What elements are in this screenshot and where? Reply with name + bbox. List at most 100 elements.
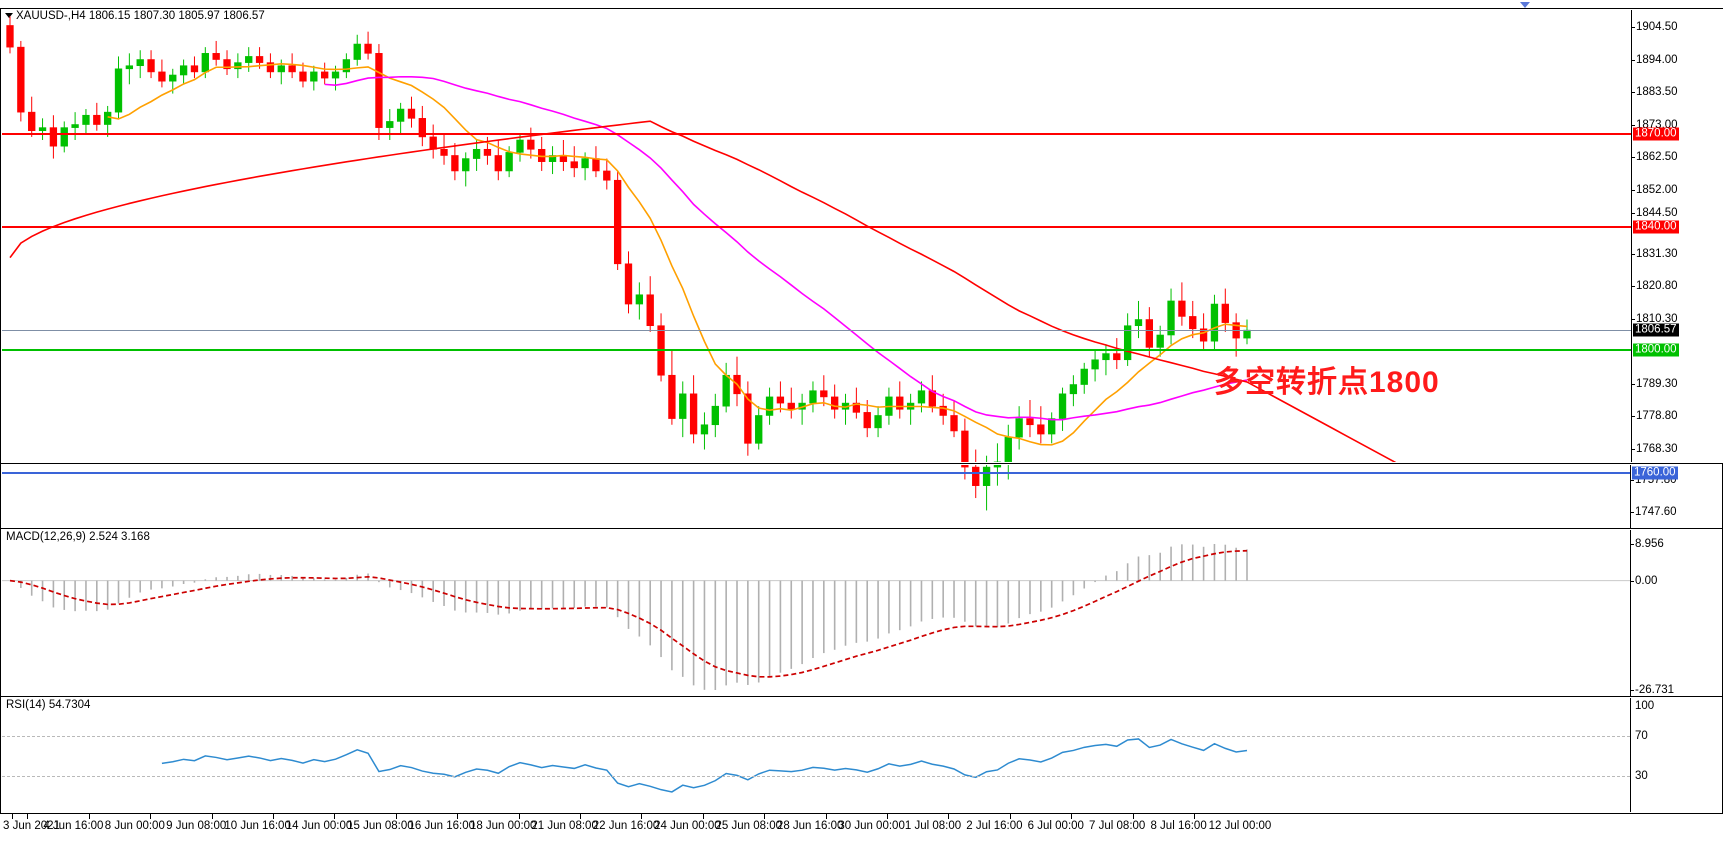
axis-tick-mark [1632, 27, 1635, 29]
candlestick [831, 384, 839, 419]
candlestick [288, 53, 296, 79]
rsi-axis-tick: 100 [1635, 700, 1655, 712]
candlestick [266, 53, 275, 79]
candlestick [755, 406, 763, 450]
time-axis-tick[interactable]: 12 Jul 00:00 [1208, 820, 1272, 832]
horizontal-level-line-1760.00[interactable] [2, 472, 1630, 475]
price-level-label-resistance[interactable]: 1870.00 [1633, 127, 1679, 141]
time-axis-separator [825, 814, 827, 819]
time-axis-tick[interactable]: 21 Jun 08:00 [531, 820, 598, 832]
time-axis-tick[interactable]: 8 Jul 16:00 [1150, 820, 1207, 832]
candlestick [60, 121, 68, 153]
candlestick [548, 146, 557, 175]
time-axis-tick[interactable]: 30 Jun 00:00 [838, 820, 905, 832]
horizontal-level-line-1840.00[interactable] [2, 225, 1631, 228]
candlestick [212, 40, 220, 66]
time-axis-tick[interactable]: 6 Jul 00:00 [1027, 820, 1084, 832]
candlestick [939, 393, 947, 425]
triangle-down-icon[interactable] [5, 13, 13, 18]
rsi-line [161, 738, 1248, 793]
macd-plot-area[interactable] [2, 530, 1630, 702]
candlestick [71, 112, 79, 140]
candlestick [986, 455, 988, 462]
time-axis-tick[interactable]: 15 Jun 08:00 [347, 820, 414, 832]
time-axis-separator [702, 814, 704, 819]
price-level-label-resistance[interactable]: 1840.00 [1633, 220, 1679, 234]
time-axis-tick[interactable]: 18 Jun 00:00 [469, 820, 537, 832]
price-y-axis[interactable]: 1904.50 1894.00 1883.50 1873.00 1862.50 1852.… [1631, 10, 1723, 462]
candlestick [744, 381, 752, 456]
time-axis-tick[interactable]: 7 Jul 08:00 [1089, 820, 1146, 832]
time-axis-tick[interactable]: 28 Jun 16:00 [776, 820, 844, 832]
candlestick [993, 443, 1002, 462]
candlestick [147, 50, 155, 79]
time-axis-separator [211, 814, 213, 819]
candlestick [1015, 406, 1023, 450]
time-axis-tick[interactable]: 14 Jun 00:00 [285, 820, 353, 832]
price-series-svg [6, 16, 1397, 462]
time-axis-tick[interactable]: 8 Jun 00:00 [104, 820, 165, 832]
candlestick [975, 449, 977, 462]
candlestick [841, 393, 850, 425]
price-axis-tick: 1820.80 [1632, 280, 1678, 292]
candlestick [462, 152, 470, 187]
price-level-label-support[interactable]: 1760.00 [1632, 466, 1678, 480]
candlestick [722, 362, 730, 413]
time-axis-separator [518, 814, 520, 819]
candlestick [787, 387, 795, 419]
candlestick [1091, 350, 1099, 382]
candlestick [1199, 313, 1208, 351]
candlestick [386, 109, 394, 140]
macd-panel[interactable]: MACD(12,26,9) 2.524 3.168 8.956 0.00 -26.7… [0, 528, 1723, 704]
price-level-label-current[interactable]: 1806.57 [1633, 323, 1679, 337]
candlestick [1007, 465, 1009, 480]
horizontal-level-line-1800.00[interactable] [2, 349, 1631, 352]
time-axis-tick[interactable]: 4 Jun 16:00 [43, 820, 104, 832]
rsi-label: RSI(14) 54.7304 [6, 699, 91, 711]
candlestick [103, 105, 112, 137]
rsi-panel[interactable]: RSI(14) 54.7304 100 70 30 [0, 696, 1723, 814]
time-axis[interactable]: 3 Jun 2021 4 Jun 16:00 8 Jun 00:00 9 Jun 08… [0, 814, 1723, 842]
time-axis-tick[interactable]: 16 Jun 16:00 [408, 820, 476, 832]
price-axis-tick: 1768.30 [1632, 443, 1678, 455]
candlestick [364, 31, 372, 60]
axis-tick-mark [1632, 253, 1635, 255]
candlestick [527, 127, 535, 159]
time-axis-tick[interactable]: 3 Jun 2021 [3, 820, 60, 832]
candlestick [809, 381, 817, 413]
macd-y-axis[interactable]: 8.956 0.00 -26.731 [1630, 530, 1722, 702]
rsi-y-axis[interactable]: 100 70 30 [1630, 698, 1722, 812]
candlestick [972, 465, 980, 499]
macd-signal-line [9, 549, 1248, 678]
time-axis-tick[interactable]: 1 Jul 08:00 [904, 820, 962, 832]
candlestick [993, 465, 1002, 486]
price-chart-panel[interactable]: XAUUSD-,H4 1806.15 1807.30 1805.97 1806.… [0, 8, 1723, 464]
rsi-plot-area[interactable] [2, 698, 1630, 812]
horizontal-level-line-1870.00[interactable] [2, 132, 1631, 135]
price-plot-area[interactable]: 多空转折点1800 [2, 10, 1631, 462]
candlestick [961, 465, 969, 480]
time-axis-separator [12, 814, 13, 819]
time-axis-tick[interactable]: 9 Jun 08:00 [166, 820, 227, 832]
axis-tick-mark [1632, 318, 1635, 320]
price-axis-tick: 1883.50 [1632, 86, 1678, 98]
candlestick [17, 40, 25, 122]
time-axis-separator [1194, 814, 1195, 819]
candlestick [798, 393, 806, 425]
time-axis-tick[interactable]: 22 Jun 16:00 [592, 820, 660, 832]
axis-tick-mark [1631, 511, 1634, 513]
candlestick [516, 133, 524, 162]
candlestick [1004, 424, 1012, 462]
time-axis-tick[interactable]: 2 Jul 16:00 [966, 820, 1023, 832]
horizontal-level-line-1806.57[interactable] [2, 330, 1631, 332]
price-level-label-support[interactable]: 1800.00 [1633, 343, 1679, 357]
candlestick [234, 53, 242, 79]
time-axis-separator [948, 814, 950, 819]
candlestick [245, 47, 253, 72]
time-axis-tick[interactable]: 10 Jun 16:00 [224, 820, 291, 832]
time-axis-separator [88, 814, 90, 819]
price-axis-tick: 1810.30 [1632, 313, 1678, 325]
time-axis-tick[interactable]: 25 Jun 08:00 [715, 820, 783, 832]
time-axis-tick[interactable]: 24 Jun 00:00 [654, 820, 721, 832]
